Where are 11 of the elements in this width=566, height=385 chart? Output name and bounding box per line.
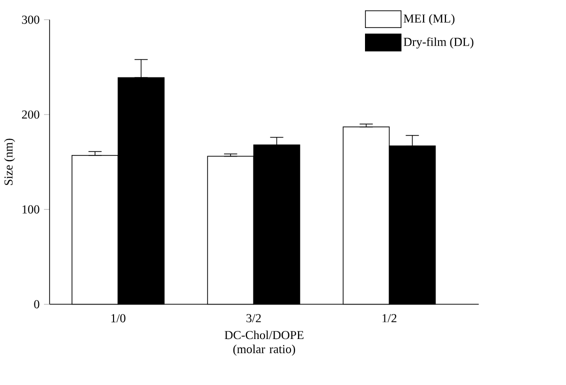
- legend-label: Dry-film (DL): [404, 37, 474, 49]
- x-tick-label: 3/2: [246, 314, 261, 322]
- x-tick-label: 1/2: [382, 314, 396, 322]
- y-tick-label: 100: [22, 205, 40, 214]
- legend-label: MEI (ML): [404, 14, 454, 26]
- x-tick-label: 1/0: [111, 314, 126, 322]
- y-tick-label: 200: [22, 110, 40, 119]
- y-tick-label: 0: [34, 300, 40, 308]
- y-axis-title: Size (nm): [4, 138, 16, 185]
- y-tick-label: 300: [22, 16, 40, 24]
- x-axis-title: DC-Chol/DOPE (molar ratio): [224, 330, 304, 356]
